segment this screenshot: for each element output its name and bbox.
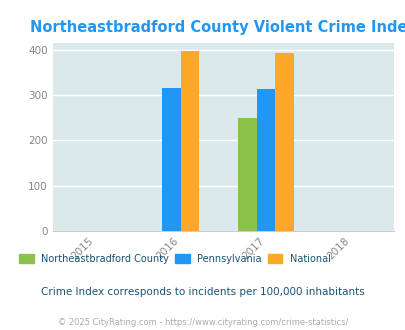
Bar bbox=[180, 50, 199, 231]
Title: Northeastbradford County Violent Crime Index: Northeastbradford County Violent Crime I… bbox=[30, 20, 405, 35]
Text: © 2025 CityRating.com - https://www.cityrating.com/crime-statistics/: © 2025 CityRating.com - https://www.city… bbox=[58, 318, 347, 327]
Bar bbox=[237, 118, 256, 231]
Bar bbox=[275, 53, 293, 231]
Text: Crime Index corresponds to incidents per 100,000 inhabitants: Crime Index corresponds to incidents per… bbox=[41, 287, 364, 297]
Bar bbox=[162, 88, 180, 231]
Legend: Northeastbradford County, Pennsylvania, National: Northeastbradford County, Pennsylvania, … bbox=[17, 252, 332, 266]
Bar bbox=[256, 89, 275, 231]
